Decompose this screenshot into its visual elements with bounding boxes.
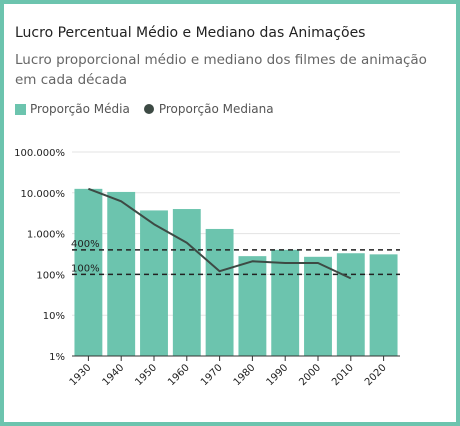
x-tick-label-1970: 1970 (199, 362, 225, 388)
y-tick-label-3: 1.000% (27, 230, 65, 241)
x-tick-label-2020: 2020 (363, 362, 389, 388)
x-tick-label-1990: 1990 (265, 362, 291, 388)
bar-1970 (205, 228, 234, 356)
y-tick-label-0: 1% (49, 352, 65, 363)
x-tick-label-1980: 1980 (232, 362, 258, 388)
legend-item-mean[interactable]: Proporção Média (15, 102, 130, 116)
bar-1950 (140, 210, 168, 356)
bar-1980 (238, 256, 267, 356)
y-tick-label-4: 10.000% (21, 189, 66, 200)
legend-label-median: Proporção Mediana (158, 102, 274, 116)
legend-item-median[interactable]: Proporção Mediana (143, 102, 274, 116)
y-tick-label-2: 100% (36, 270, 65, 281)
bar-2020 (369, 254, 398, 356)
x-tick-label-2000: 2000 (297, 362, 323, 388)
bar-1930 (74, 188, 103, 356)
chart-subtitle: Lucro proporcional médio e mediano dos f… (15, 52, 427, 88)
reference-label-1: 100% (71, 263, 100, 274)
bar-1960 (172, 209, 201, 356)
legend-swatch-median (143, 104, 154, 114)
bar-2000 (304, 256, 332, 356)
y-tick-label-5: 100.000% (14, 148, 65, 159)
legend: Proporção Média Proporção Mediana (15, 102, 288, 116)
median-line (88, 187, 352, 280)
legend-swatch-mean (15, 103, 26, 115)
x-tick-label-1930: 1930 (68, 362, 94, 388)
bar-2010 (336, 253, 365, 356)
reference-label-0: 400% (71, 239, 100, 250)
x-tick-label-1960: 1960 (166, 362, 192, 388)
x-tick-label-1950: 1950 (133, 362, 159, 388)
y-tick-label-1: 10% (43, 311, 65, 322)
legend-label-mean: Proporção Média (30, 102, 130, 116)
x-tick-label-1940: 1940 (101, 362, 127, 388)
x-tick-label-2010: 2010 (330, 362, 356, 388)
chart-title: Lucro Percentual Médio e Mediano das Ani… (15, 25, 366, 41)
bar-1990 (271, 249, 300, 356)
